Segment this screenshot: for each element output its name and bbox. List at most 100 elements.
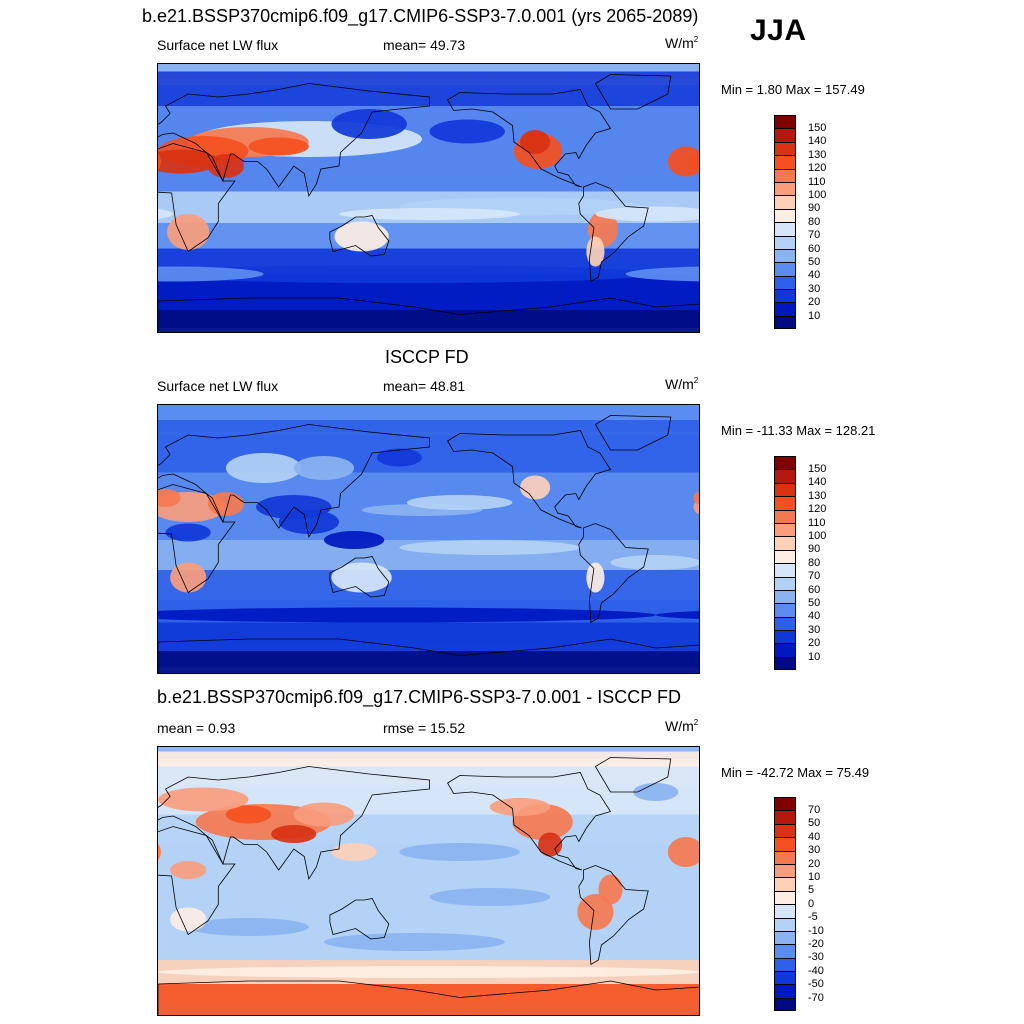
field-band [158, 984, 699, 1015]
colorbar-segment [774, 469, 796, 483]
colorbar-tick-label: 50 [808, 255, 821, 268]
colorbar-segment [774, 248, 796, 263]
coastline-australia [329, 898, 390, 940]
colorbar-tick-label: 110 [808, 175, 826, 188]
colorbar-segment [774, 971, 796, 985]
colorbar-tick-label: 60 [808, 583, 821, 596]
coastline-antarctica [158, 297, 699, 332]
field-contour-region [655, 610, 699, 620]
panel-2-map [157, 404, 700, 674]
field-contour-region [170, 861, 207, 879]
colorbar-tick-label: 150 [808, 121, 827, 134]
panel-2-units: W/m2 [665, 376, 699, 392]
field-contour-region [158, 153, 162, 170]
field-contour-region [586, 236, 605, 267]
coastline-antarctica [158, 638, 699, 673]
colorbar-tick-label: -50 [808, 978, 824, 991]
coastline-greenland [594, 74, 672, 110]
colorbar-tick-label: -5 [808, 911, 818, 924]
panel-1-map [157, 63, 700, 333]
field-contour-region [207, 492, 244, 516]
field-contour-region [158, 966, 699, 978]
field-contour-region [158, 489, 181, 507]
field-contour-region [158, 265, 656, 283]
field-contour-region [158, 843, 162, 861]
panel-3-colorbar [774, 797, 798, 1012]
coastline-australia [329, 556, 390, 598]
colorbar-segment [774, 797, 796, 811]
field-contour-region [598, 874, 623, 905]
colorbar-segment [774, 181, 796, 196]
field-contour-region [293, 456, 355, 480]
panel-3-map [157, 746, 700, 1016]
colorbar-tick-label: 30 [808, 623, 821, 636]
panel-2-colorbar [774, 456, 798, 671]
colorbar-tick-label: 130 [808, 489, 827, 502]
colorbar-tick-label: 20 [808, 637, 821, 650]
colorbar-segment [774, 603, 796, 617]
colorbar-segment [774, 289, 796, 303]
colorbar-tick-label: 70 [808, 570, 821, 583]
colorbar-tick-label: 20 [808, 296, 821, 309]
coastline-eurasia [158, 424, 430, 539]
colorbar-segment [774, 509, 796, 523]
panel-3-rmse-label: rmse = 15.52 [383, 720, 466, 736]
colorbar-segment [774, 155, 796, 169]
colorbar-segment [774, 262, 796, 276]
panel-3-title: b.e21.BSSP370cmip6.f09_g17.CMIP6-SSP3-7.… [157, 687, 681, 707]
colorbar-tick-label: 30 [808, 282, 821, 295]
field-contour-region [633, 783, 679, 801]
field-contour-region [225, 805, 272, 824]
colorbar-segment [774, 837, 796, 851]
panel-2-minmax: Min = -11.33 Max = 128.21 [721, 423, 876, 438]
colorbar-tick-label: 80 [808, 556, 821, 569]
colorbar-tick-label: 5 [808, 884, 815, 897]
field-contour-region [165, 523, 211, 542]
colorbar-segment [774, 141, 796, 156]
colorbar-tick-label: 40 [808, 830, 821, 843]
field-contour-region [158, 209, 174, 219]
colorbar-segment [774, 128, 796, 142]
colorbar-segment [774, 195, 796, 209]
field-contour-region [334, 221, 389, 252]
colorbar-tick-label: 100 [808, 188, 827, 201]
field-contour-region [323, 933, 505, 951]
field-contour-region [158, 266, 264, 282]
colorbar-tick-label: -20 [808, 937, 824, 950]
colorbar-segment [774, 904, 796, 918]
field-contour-region [376, 448, 422, 467]
colorbar-segment [774, 168, 796, 182]
colorbar-segment [774, 208, 796, 223]
field-contour-region [331, 562, 392, 593]
colorbar-tick-label: 120 [808, 503, 827, 516]
colorbar-tick-label: 70 [808, 803, 821, 816]
coastline-eurasia [158, 766, 430, 881]
colorbar-tick-label: 10 [808, 309, 821, 322]
colorbar-tick-label: 110 [808, 516, 826, 529]
colorbar-segment [774, 576, 796, 590]
colorbar-segment [774, 616, 796, 631]
colorbar-segment [774, 944, 796, 958]
colorbar-segment [774, 315, 796, 330]
colorbar-tick-label: 120 [808, 162, 827, 175]
colorbar-segment [774, 496, 796, 510]
colorbar-tick-label: 50 [808, 817, 821, 830]
field-contour-region [406, 495, 513, 510]
colorbar-segment [774, 877, 796, 891]
field-contour-region [610, 555, 699, 570]
colorbar-tick-label: -70 [808, 991, 824, 1004]
field-contour-region [339, 208, 520, 220]
colorbar-segment [774, 823, 796, 838]
field-contour-region [693, 491, 699, 505]
colorbar-segment [774, 482, 796, 497]
colorbar-segment [774, 890, 796, 905]
panel-2-title: ISCCP FD [385, 347, 469, 367]
coastline-greenland [594, 415, 672, 451]
colorbar-segment [774, 930, 796, 945]
colorbar-tick-label: 30 [808, 844, 821, 857]
field-contour-region [170, 562, 207, 593]
panel-3-units: W/m2 [665, 718, 699, 734]
colorbar-tick-label: 20 [808, 857, 821, 870]
colorbar-segment [774, 984, 796, 998]
field-contour-region [520, 475, 551, 500]
